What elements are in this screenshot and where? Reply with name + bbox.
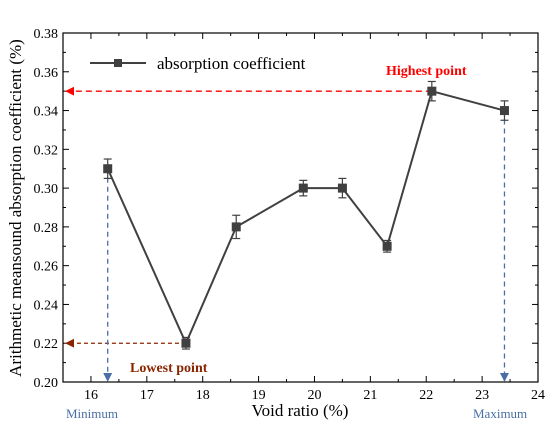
y-axis-label: Arithmetic meansound absorption coeffici… (6, 39, 25, 377)
y-tick-label: 0.24 (34, 298, 59, 313)
minimum-label: Minimum (66, 406, 118, 421)
y-tick-label: 0.28 (34, 221, 59, 236)
data-point (181, 338, 191, 348)
x-tick-label: 20 (307, 388, 321, 403)
data-point (298, 183, 308, 193)
y-tick-label: 0.38 (34, 27, 59, 42)
y-tick-label: 0.36 (34, 66, 59, 81)
x-tick-label: 18 (196, 388, 210, 403)
data-point (499, 106, 509, 116)
x-tick-label: 24 (531, 388, 545, 403)
data-point (231, 222, 241, 232)
x-tick-label: 21 (363, 388, 377, 403)
x-tick-label: 22 (419, 388, 433, 403)
lowest-point-label: Lowest point (130, 361, 208, 376)
x-tick-label: 23 (475, 388, 489, 403)
y-tick-label: 0.22 (34, 337, 59, 352)
data-point (382, 241, 392, 251)
y-tick-label: 0.30 (34, 182, 59, 197)
legend: absorption coefficient (90, 54, 306, 73)
y-tick-label: 0.26 (34, 260, 59, 275)
data-point (337, 183, 347, 193)
axes: 16 17 18 19 20 21 22 23 24 0.20 0.22 0.24 0.26 0.28 0.… (34, 27, 546, 403)
y-tick-label: 0.32 (34, 143, 59, 158)
legend-label: absorption coefficient (157, 54, 306, 73)
x-axis-label: Void ratio (%) (252, 401, 349, 420)
series-line (106, 89, 505, 346)
data-point (103, 164, 113, 174)
data-point (427, 86, 437, 96)
y-tick-label: 0.34 (34, 105, 59, 120)
y-tick-label: 0.20 (34, 376, 59, 391)
annotations (65, 86, 510, 382)
x-tick-label: 17 (140, 388, 154, 403)
legend-marker (114, 59, 122, 67)
plot-frame (62, 32, 539, 383)
maximum-label: Maximum (473, 406, 527, 421)
series-layer (103, 80, 509, 350)
x-tick-label: 16 (84, 388, 98, 403)
highest-point-label: Highest point (386, 64, 467, 79)
x-tick-label: 19 (252, 388, 266, 403)
